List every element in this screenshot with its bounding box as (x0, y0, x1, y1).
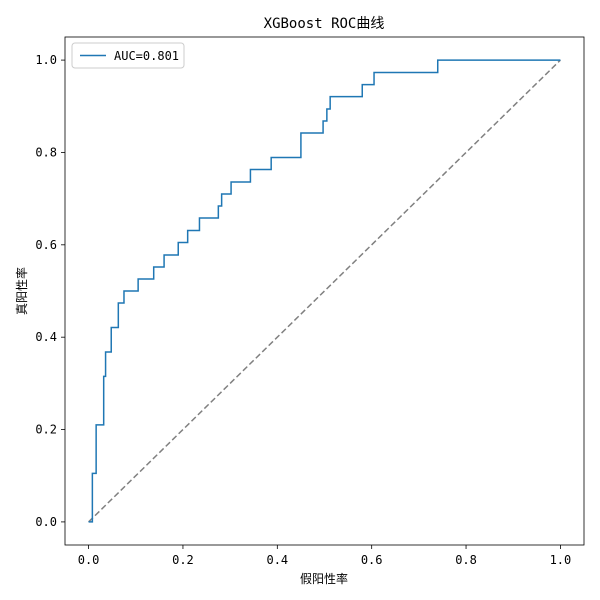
y-axis-ticks: 0.0 0.2 0.4 0.6 0.8 1.0 (35, 53, 65, 529)
y-axis-label: 真阳性率 (14, 267, 29, 315)
legend: AUC=0.801 (71, 42, 185, 69)
plot-area: 0.0 0.2 0.4 0.6 0.8 1.0 0.0 0.2 0.4 0.6 0.8 1.0 (35, 36, 585, 567)
x-axis-label: 假阳性率 (300, 571, 348, 586)
y-tick-label: 0.6 (35, 238, 57, 252)
x-tick-label: 0.0 (78, 553, 100, 567)
x-axis-ticks: 0.0 0.2 0.4 0.6 0.8 1.0 (78, 545, 572, 567)
legend-box (71, 42, 185, 69)
series-layer (88, 59, 561, 523)
y-tick-label: 1.0 (35, 53, 57, 67)
legend-label: AUC=0.801 (114, 49, 179, 63)
x-tick-label: 1.0 (550, 553, 572, 567)
x-tick-label: 0.6 (361, 553, 383, 567)
diagonal-reference-line (88, 59, 561, 523)
y-tick-label: 0.2 (35, 423, 57, 437)
roc-curve-line (88, 59, 561, 523)
chart-title: XGBoost ROC曲线 (264, 16, 385, 32)
x-tick-label: 0.4 (266, 553, 288, 567)
plot-frame (64, 36, 585, 546)
y-tick-label: 0.8 (35, 145, 57, 159)
y-tick-label: 0.4 (35, 330, 57, 344)
x-tick-label: 0.2 (172, 553, 194, 567)
x-tick-label: 0.8 (455, 553, 477, 567)
y-tick-label: 0.0 (35, 515, 57, 529)
